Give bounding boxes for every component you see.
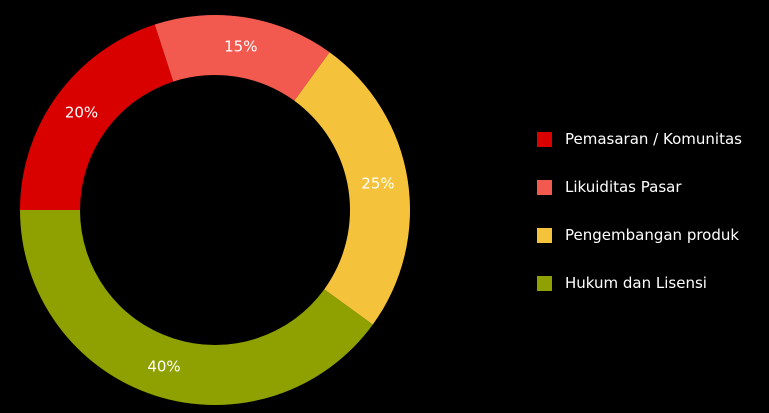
- slice-percent-label: 20%: [65, 104, 98, 122]
- donut-slice-likuiditas-pasar: [154, 15, 330, 101]
- legend-item-likuiditas: Likuiditas Pasar: [537, 175, 742, 199]
- legend-label: Likuiditas Pasar: [565, 178, 682, 196]
- legend-label: Pengembangan produk: [565, 226, 740, 244]
- slice-percent-label: 15%: [224, 38, 257, 56]
- legend-label: Hukum dan Lisensi: [565, 274, 707, 292]
- chart-legend: Pemasaran / Komunitas Likuiditas Pasar P…: [537, 127, 742, 319]
- slice-percent-label: 25%: [361, 175, 394, 193]
- legend-swatch: [537, 227, 552, 243]
- donut-slice-pengembangan-produk: [294, 52, 410, 325]
- legend-swatch: [537, 131, 552, 147]
- legend-item-pengembangan: Pengembangan produk: [537, 223, 742, 247]
- slice-percent-label: 40%: [147, 357, 180, 375]
- legend-swatch: [537, 275, 552, 291]
- legend-item-hukum: Hukum dan Lisensi: [537, 271, 742, 295]
- donut-slice-pemasaran-komunitas: [20, 24, 174, 211]
- legend-item-pemasaran: Pemasaran / Komunitas: [537, 127, 742, 151]
- donut-slice-hukum-dan-lisensi: [20, 210, 373, 405]
- legend-label: Pemasaran / Komunitas: [565, 130, 742, 148]
- legend-swatch: [537, 179, 552, 195]
